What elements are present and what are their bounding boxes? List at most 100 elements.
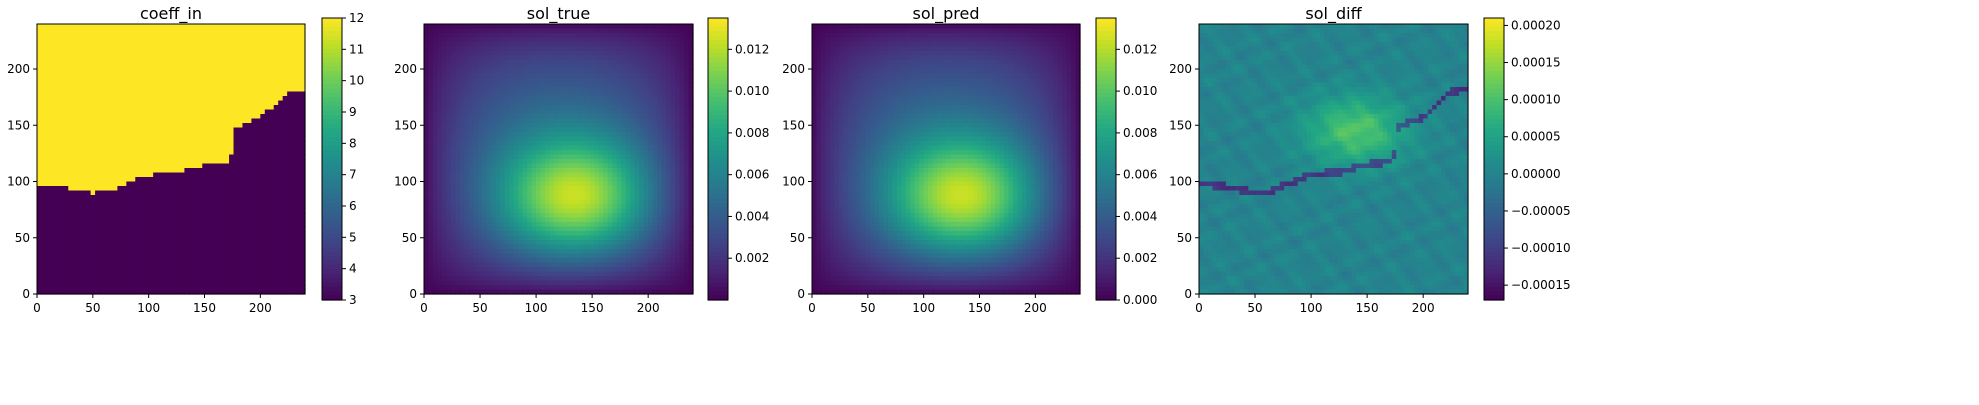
heatmap-cell [95, 199, 101, 205]
colorbar-segment [322, 154, 342, 160]
heatmap-cell [86, 186, 92, 192]
heatmap-cell [77, 199, 83, 205]
heatmap-cell [188, 69, 194, 75]
colorbar-segment [322, 211, 342, 217]
heatmap-cell [473, 78, 479, 84]
heatmap-cell [95, 42, 101, 48]
heatmap-cell [77, 280, 83, 286]
heatmap-cell [77, 109, 83, 115]
heatmap-cell [473, 51, 479, 57]
heatmap-cell [269, 55, 275, 61]
heatmap-cell [41, 253, 47, 259]
heatmap-cell [166, 204, 172, 210]
heatmap-cell [634, 114, 640, 120]
heatmap-cell [300, 177, 306, 183]
heatmap-cell [468, 42, 474, 48]
heatmap-cell [162, 69, 168, 75]
heatmap-cell [95, 240, 101, 246]
heatmap-cell [112, 105, 118, 111]
heatmap-cell [135, 118, 141, 124]
heatmap-cell [197, 114, 203, 120]
heatmap-cell [540, 46, 546, 52]
heatmap-cell [260, 204, 266, 210]
heatmap-cell [45, 73, 51, 79]
heatmap-cell [45, 159, 51, 165]
heatmap-cell [121, 244, 127, 250]
heatmap-cell [90, 114, 96, 120]
heatmap-cell [269, 118, 275, 124]
heatmap-cell [72, 217, 78, 223]
heatmap-cell [144, 226, 150, 232]
heatmap-cell [188, 87, 194, 93]
heatmap-cell [68, 46, 74, 52]
heatmap-cell [246, 244, 252, 250]
heatmap-cell [486, 60, 492, 66]
heatmap-cell [77, 253, 83, 259]
heatmap-cell [108, 78, 114, 84]
heatmap-cell [527, 114, 533, 120]
heatmap-cell [634, 100, 640, 106]
heatmap-cell [202, 199, 208, 205]
heatmap-cell [220, 163, 226, 169]
heatmap-cell [464, 96, 470, 102]
heatmap-cell [446, 78, 452, 84]
heatmap-cell [571, 91, 578, 97]
heatmap-cell [229, 258, 235, 264]
heatmap-cell [224, 280, 230, 286]
heatmap-cell [45, 249, 51, 255]
heatmap-cell [211, 271, 217, 277]
heatmap-cell [527, 60, 533, 66]
heatmap-cell [246, 64, 252, 70]
heatmap-cell [296, 105, 302, 111]
heatmap-cell [202, 136, 208, 142]
heatmap-cell [296, 181, 302, 187]
heatmap-cell [477, 96, 483, 102]
heatmap-cell [139, 82, 145, 88]
heatmap-cell [554, 42, 560, 48]
heatmap-cell [139, 100, 145, 106]
heatmap-cell [215, 231, 221, 237]
heatmap-cell [37, 235, 43, 241]
heatmap-cell [424, 69, 430, 75]
heatmap-cell [211, 150, 217, 156]
heatmap-cell [585, 46, 591, 52]
heatmap-cell [117, 222, 123, 228]
heatmap-cell [135, 87, 141, 93]
heatmap-cell [273, 280, 279, 286]
heatmap-cell [50, 280, 56, 286]
heatmap-cell [139, 231, 145, 237]
heatmap-cell [211, 46, 217, 52]
heatmap-cell [202, 114, 208, 120]
heatmap-cell [50, 186, 56, 192]
heatmap-cell [242, 244, 248, 250]
heatmap-cell [121, 231, 127, 237]
heatmap-cell [202, 141, 208, 147]
heatmap-cell [45, 51, 51, 57]
heatmap-cell [188, 258, 194, 264]
heatmap-cell [59, 136, 65, 142]
heatmap-cell [688, 37, 694, 43]
heatmap-cell [166, 226, 172, 232]
heatmap-cell [500, 109, 506, 115]
heatmap-cell [130, 163, 136, 169]
heatmap-cell [157, 168, 163, 174]
heatmap-cell [273, 159, 279, 165]
heatmap-cell [273, 127, 279, 133]
heatmap-cell [278, 132, 284, 138]
heatmap-cell [184, 204, 190, 210]
heatmap-cell [121, 141, 127, 147]
heatmap-cell [450, 37, 456, 43]
heatmap-cell [117, 195, 123, 201]
heatmap-cell [571, 78, 578, 84]
heatmap-cell [630, 73, 636, 79]
heatmap-cell [211, 51, 217, 57]
heatmap-cell [233, 240, 239, 246]
heatmap-cell [202, 118, 208, 124]
heatmap-cell [211, 24, 217, 30]
heatmap-cell [175, 132, 181, 138]
heatmap-cell [215, 60, 221, 66]
heatmap-cell [220, 285, 226, 291]
heatmap-cell [179, 285, 185, 291]
heatmap-cell [193, 289, 199, 295]
heatmap-cell [251, 141, 257, 147]
